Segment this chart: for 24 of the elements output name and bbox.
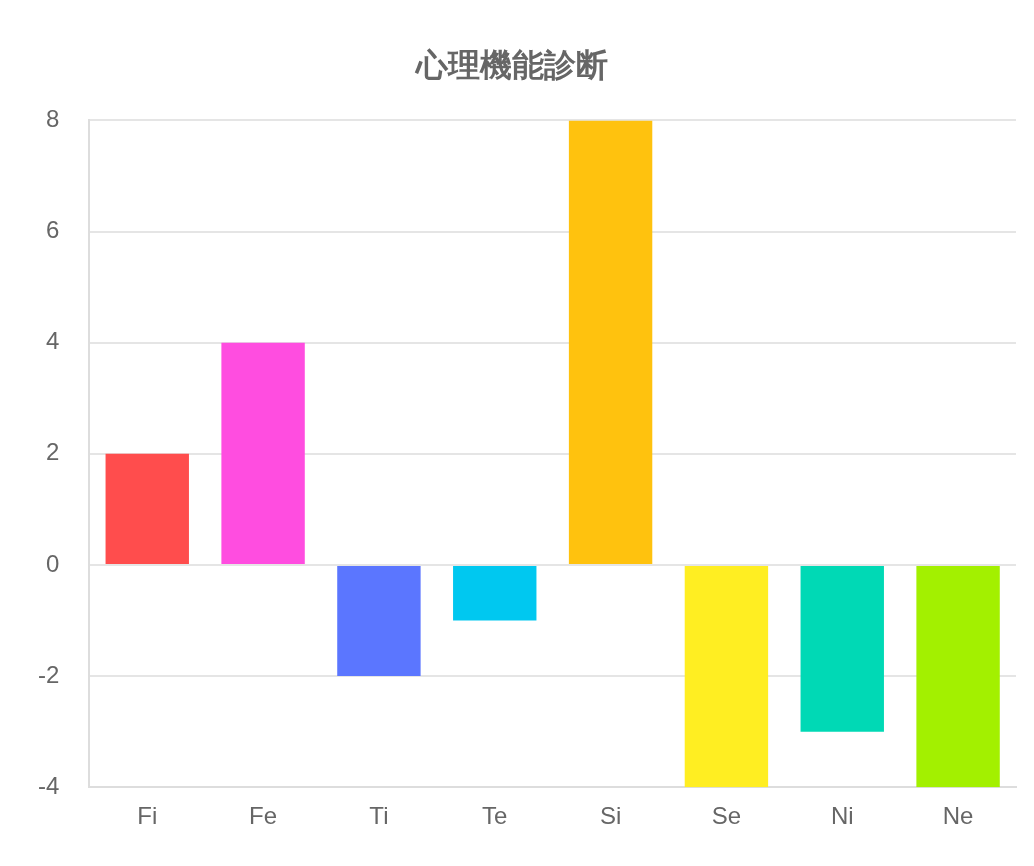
x-tick-label: Fi	[137, 802, 158, 830]
bar	[916, 565, 1000, 788]
bar	[684, 565, 769, 788]
x-tick-label: Ti	[369, 802, 389, 830]
y-tick-label: 6	[45, 216, 60, 244]
chart-title: 心理機能診断	[414, 47, 608, 84]
x-tick-label: Se	[711, 802, 742, 830]
x-tick-label: Fe	[249, 802, 278, 830]
bar	[800, 565, 884, 732]
bar	[105, 453, 189, 564]
y-tick-label: -2	[38, 660, 60, 688]
x-tick-label: Te	[482, 802, 508, 830]
y-tick-label: 8	[45, 105, 60, 133]
x-tick-label: Ni	[830, 802, 854, 830]
y-tick-label: -4	[38, 771, 60, 799]
bar	[337, 565, 421, 677]
bar	[568, 120, 653, 564]
y-tick-label: 0	[45, 549, 60, 577]
x-tick-label: Ne	[942, 802, 974, 830]
x-tick-label: Si	[599, 802, 622, 830]
bar	[453, 565, 537, 621]
y-tick-label: 4	[45, 327, 60, 355]
y-tick-label: 2	[45, 438, 60, 466]
bar	[221, 342, 305, 564]
